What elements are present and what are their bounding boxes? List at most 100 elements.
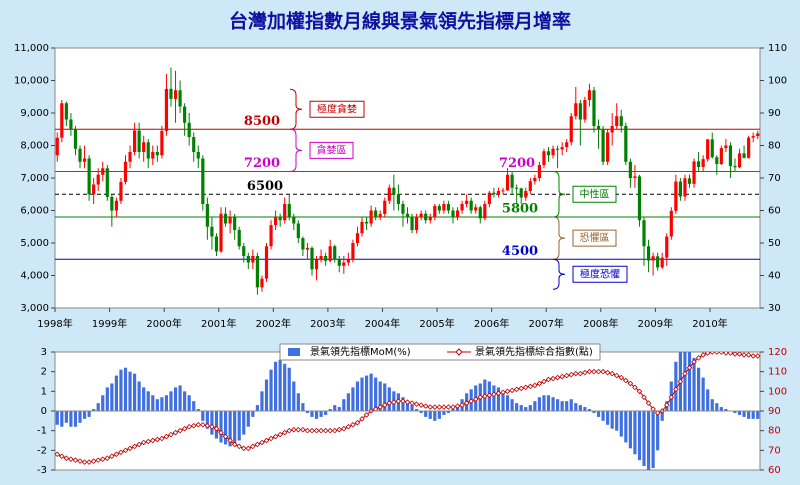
candle-body: [483, 204, 487, 219]
line-marker: [200, 422, 206, 428]
candle-body: [610, 126, 614, 133]
line-marker: [272, 433, 279, 440]
bar: [142, 387, 146, 411]
y2-tick-label: 60: [768, 206, 781, 217]
candle-body: [219, 213, 223, 252]
line-marker: [645, 400, 652, 406]
candle-body: [169, 88, 173, 99]
candle-body: [492, 192, 496, 195]
candle-body: [183, 106, 187, 123]
line-marker: [654, 410, 661, 416]
candle-body: [642, 220, 646, 247]
candle-body: [451, 210, 455, 217]
y2-tick-label: 110: [768, 367, 787, 378]
candle-body: [533, 178, 537, 182]
bar: [624, 411, 628, 443]
bar: [633, 411, 637, 455]
bar: [237, 411, 241, 441]
line-marker: [136, 441, 142, 448]
bar: [756, 411, 760, 419]
line-marker: [750, 353, 756, 359]
bar: [683, 352, 687, 411]
candle-body: [706, 139, 710, 160]
line-marker: [150, 437, 156, 444]
bar: [574, 403, 578, 411]
line-marker: [682, 370, 688, 377]
line-marker: [422, 403, 429, 409]
reference-label: 6500: [247, 179, 283, 194]
candle-body: [701, 159, 705, 167]
candle-body: [223, 213, 228, 224]
line-marker: [277, 431, 283, 438]
reference-label: 8500: [244, 114, 280, 129]
line-marker: [268, 435, 274, 442]
candle-body: [687, 178, 692, 184]
bar: [355, 381, 360, 411]
bar: [219, 411, 223, 443]
line-marker: [122, 447, 129, 454]
legend-label: 景氣領先指標綜合指數(點): [475, 345, 593, 358]
bar: [324, 411, 328, 415]
line-marker: [254, 441, 261, 448]
zone-label: 極度恐懼: [580, 267, 620, 280]
bar: [642, 411, 646, 467]
y-tick-label: 7,000: [20, 173, 49, 184]
line-marker: [663, 402, 670, 408]
legend: [279, 343, 601, 361]
bar: [192, 401, 196, 411]
line-marker: [477, 394, 484, 400]
candle-body: [246, 256, 250, 263]
line-marker: [723, 352, 729, 356]
candle-body: [151, 152, 155, 159]
y-tick-label: -3: [37, 465, 47, 476]
line-marker: [145, 438, 152, 445]
candle-body: [460, 204, 464, 211]
line-marker: [140, 439, 147, 446]
bar: [128, 371, 132, 411]
candle-body: [228, 217, 232, 224]
bar: [583, 407, 587, 411]
bar: [196, 409, 200, 411]
line-marker: [550, 375, 556, 382]
x-tick-label: 2009年: [638, 317, 673, 330]
line-marker: [600, 368, 606, 375]
candle-body: [442, 204, 446, 211]
line-marker: [218, 429, 224, 436]
zone-brace: [552, 216, 566, 260]
candle-body: [310, 247, 314, 270]
candle-body: [242, 246, 246, 256]
candle-body: [396, 194, 400, 204]
candle-body: [578, 103, 582, 120]
line-marker: [95, 457, 101, 463]
candle-body: [737, 153, 742, 168]
y2-tick-label: 120: [768, 347, 787, 358]
candle-body: [496, 191, 501, 195]
bar: [328, 409, 332, 411]
bar: [556, 399, 560, 411]
line-marker: [604, 369, 611, 376]
candle-body: [606, 132, 610, 162]
bar: [401, 397, 405, 411]
x-tick-label: 2007年: [528, 317, 563, 330]
bar: [233, 411, 237, 445]
candle-body: [214, 236, 219, 252]
y-tick-label: 4,000: [20, 271, 49, 282]
y-tick-label: 3: [41, 347, 47, 358]
candle-body: [551, 148, 555, 156]
y-tick-label: 9,000: [20, 108, 49, 119]
bar: [492, 385, 496, 411]
bar: [646, 411, 651, 470]
candle-body: [164, 88, 169, 131]
y-tick-label: 2: [41, 367, 47, 378]
candle-body: [401, 204, 405, 214]
line-marker: [632, 384, 638, 391]
candle-body: [419, 213, 423, 217]
line-marker: [591, 368, 597, 375]
bar: [305, 411, 310, 413]
line-marker: [350, 422, 356, 428]
bar: [565, 401, 569, 411]
bar: [606, 411, 610, 425]
line-marker: [186, 423, 192, 430]
candle-body: [528, 181, 532, 191]
zone-box: [572, 265, 628, 283]
